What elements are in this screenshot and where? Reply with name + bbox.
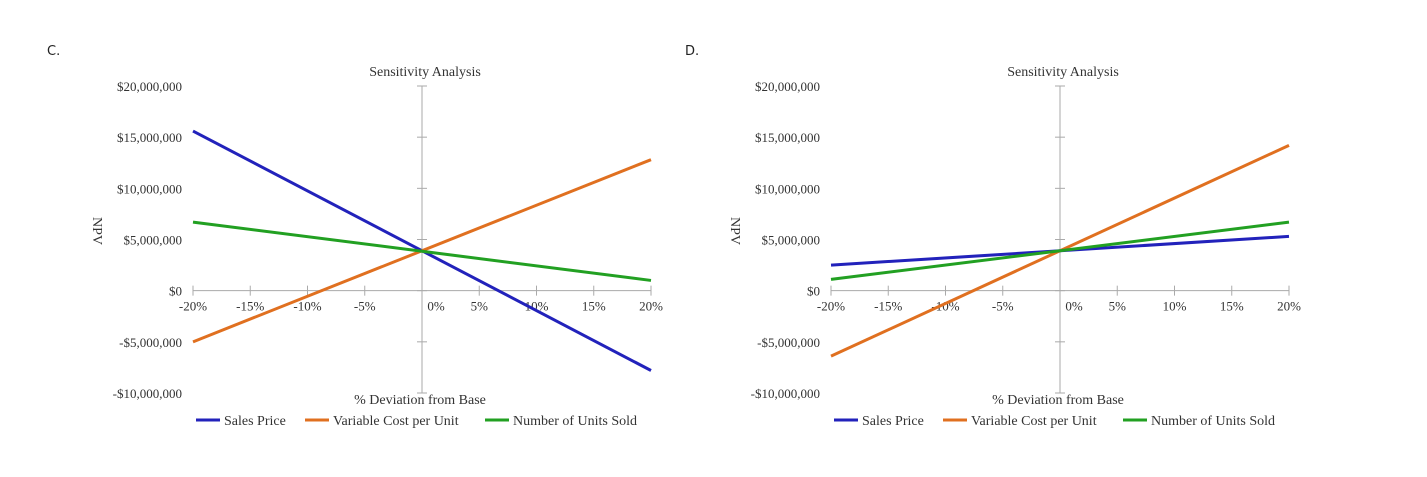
chart-panel-d: D. Sensitivity Analysis $20,000,000 $15,00… <box>638 0 1351 477</box>
panel-label: D. <box>685 44 700 59</box>
legend-label: Variable Cost per Unit <box>971 414 1097 429</box>
series-line <box>192 220 652 282</box>
y-tick-label: -$5,000,000 <box>757 335 820 350</box>
y-tick-label: $0 <box>169 284 182 299</box>
x-tick-label: 10% <box>1163 299 1187 314</box>
series-line <box>830 220 1290 281</box>
panel-label: C. <box>47 44 61 59</box>
y-tick-label: -$5,000,000 <box>119 335 182 350</box>
legend-label: Number of Units Sold <box>513 414 637 429</box>
x-tick-label: 10% <box>525 299 549 314</box>
x-tick-label: -15% <box>874 299 902 314</box>
legend-label: Number of Units Sold <box>1151 414 1275 429</box>
chart-title: Sensitivity Analysis <box>1007 65 1119 80</box>
x-tick-label: -10% <box>293 299 321 314</box>
x-tick-label: 15% <box>1220 299 1244 314</box>
x-tick-label: -20% <box>817 299 845 314</box>
y-tick-label: $5,000,000 <box>762 233 821 248</box>
x-axis-label: % Deviation from Base <box>992 393 1124 408</box>
x-tick-label: -5% <box>992 299 1014 314</box>
legend-label: Sales Price <box>862 414 924 429</box>
y-tick-label: $20,000,000 <box>117 79 182 94</box>
x-tick-label: 20% <box>1277 299 1301 314</box>
chart-panel-c: C. Sensitivity Analysis $20,000,000 $15,00… <box>0 0 713 477</box>
y-tick-label: $15,000,000 <box>117 130 182 145</box>
x-tick-label: 20% <box>639 299 663 314</box>
chart-title: Sensitivity Analysis <box>369 65 481 80</box>
x-tick-label: 5% <box>471 299 489 314</box>
x-tick-label: -15% <box>236 299 264 314</box>
y-tick-label: $10,000,000 <box>117 181 182 196</box>
chart-d: Sensitivity Analysis $20,000,000 $15,000,0… <box>727 65 1301 429</box>
x-tick-label: -10% <box>931 299 959 314</box>
x-tick-label: 0% <box>1065 299 1083 314</box>
x-tick-label: -5% <box>354 299 376 314</box>
y-tick-label: $10,000,000 <box>755 181 820 196</box>
y-tick-label: $20,000,000 <box>755 79 820 94</box>
x-tick-label: 5% <box>1109 299 1127 314</box>
y-axis-label: NPV <box>727 217 742 245</box>
x-tick-label: -20% <box>179 299 207 314</box>
y-tick-label: $5,000,000 <box>124 233 183 248</box>
legend-label: Variable Cost per Unit <box>333 414 459 429</box>
x-axis-label: % Deviation from Base <box>354 393 486 408</box>
chart-c: Sensitivity Analysis $20,000,000 $15,000,0… <box>89 65 663 429</box>
y-tick-label: $0 <box>807 284 820 299</box>
y-tick-label: -$10,000,000 <box>751 386 820 401</box>
x-tick-label: 15% <box>582 299 606 314</box>
y-axis-label: NPV <box>89 217 104 245</box>
x-tick-label: 0% <box>427 299 445 314</box>
y-tick-label: -$10,000,000 <box>113 386 182 401</box>
y-tick-label: $15,000,000 <box>755 130 820 145</box>
legend-label: Sales Price <box>224 414 286 429</box>
